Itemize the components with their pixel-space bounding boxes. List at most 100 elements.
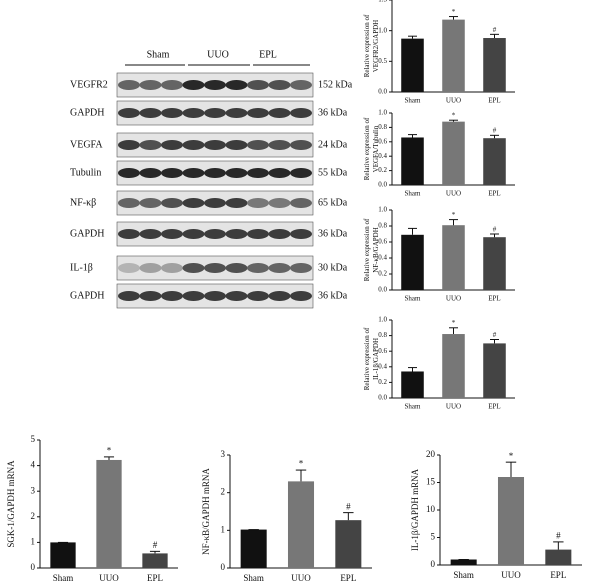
blot-row-label: Tubulin [70, 167, 101, 178]
y-tick-label: 1.0 [378, 316, 387, 324]
y-tick-label: 1.0 [378, 26, 387, 34]
y-tick-label: 0 [31, 562, 36, 572]
blot-band [182, 168, 205, 178]
significance-mark: # [153, 540, 158, 550]
bar [483, 138, 506, 185]
x-tick-label: UUO [446, 97, 461, 105]
significance-mark: * [107, 446, 112, 456]
blot-band [247, 108, 269, 118]
x-tick-label: EPL [340, 573, 356, 581]
bar [483, 343, 506, 398]
blot-band [268, 80, 291, 90]
blot-band [139, 80, 162, 90]
y-tick-label: 20 [426, 449, 436, 459]
blot-band [268, 291, 291, 301]
blot-band [225, 140, 248, 150]
blot-band [161, 140, 183, 150]
y-tick-label: 0.0 [378, 286, 387, 294]
x-tick-label: UUO [501, 570, 521, 580]
blot-band [139, 140, 162, 150]
x-tick-label: EPL [550, 570, 566, 580]
blot-size-label: 24 kDa [318, 139, 348, 150]
blot-band [247, 198, 269, 208]
blot-band [268, 168, 291, 178]
blot-band [118, 140, 140, 150]
y-tick-label: 0.2 [378, 378, 387, 386]
y-tick-label: 0.4 [378, 254, 387, 262]
blot-size-label: 36 kDa [318, 107, 348, 118]
blot-size-label: 36 kDa [318, 290, 348, 301]
y-tick-label: 0.0 [378, 88, 387, 96]
blot-band [161, 168, 183, 178]
bar [442, 121, 465, 185]
bar [96, 459, 122, 568]
blot-band [204, 108, 226, 118]
x-tick-label: Sham [405, 190, 422, 198]
y-tick-label: 4 [31, 460, 36, 470]
blot-band [247, 291, 269, 301]
x-tick-label: EPL [488, 295, 500, 303]
y-tick-label: 1.0 [378, 109, 387, 117]
x-tick-label: UUO [446, 295, 461, 303]
significance-mark: # [346, 501, 351, 511]
x-tick-label: EPL [147, 573, 163, 581]
blot-band [161, 198, 183, 208]
blot-band [204, 198, 226, 208]
blot-band [204, 263, 226, 273]
bar [442, 225, 465, 290]
y-axis-label: NF-κB/GAPDH [372, 227, 380, 273]
y-tick-label: 5 [431, 532, 436, 542]
y-tick-label: 2 [31, 511, 36, 521]
y-tick-label: 0.6 [378, 238, 387, 246]
blot-band [139, 168, 162, 178]
x-tick-label: UUO [99, 573, 119, 581]
y-axis-label: VEGFR2/GAPDH [372, 20, 380, 73]
x-tick-label: EPL [488, 190, 500, 198]
blot-band [204, 229, 226, 239]
y-tick-label: 0.2 [378, 166, 387, 174]
blot-band [139, 229, 162, 239]
y-tick-label: 0.4 [378, 362, 387, 370]
y-axis-label: Relative expression of [363, 218, 371, 281]
blot-band [290, 263, 312, 273]
significance-mark: # [493, 26, 497, 34]
blot-row-label: IL-1β [70, 262, 93, 273]
bar [401, 234, 424, 290]
blot-band [247, 229, 269, 239]
blot-band [118, 198, 140, 208]
y-tick-label: 1.5 [378, 0, 387, 4]
blot-band [290, 198, 312, 208]
blot-row-label: GAPDH [70, 228, 104, 239]
blot-band [204, 168, 226, 178]
blot-band [247, 80, 269, 90]
y-tick-label: 0.6 [378, 137, 387, 145]
blot-band [118, 229, 140, 239]
blot-band [139, 108, 162, 118]
blot-band [268, 108, 291, 118]
x-tick-label: Sham [243, 573, 264, 581]
significance-mark: # [493, 225, 497, 233]
y-tick-label: 3 [31, 485, 36, 495]
y-tick-label: 2 [221, 487, 226, 497]
bar [401, 137, 424, 185]
y-tick-label: 0.8 [378, 222, 387, 230]
blot-band [204, 291, 226, 301]
blot-size-label: 36 kDa [318, 228, 348, 239]
group-label: UUO [207, 49, 229, 60]
blot-band [182, 229, 205, 239]
y-axis-label: VEGFA/Tubulin [372, 125, 380, 172]
blot-band [118, 168, 140, 178]
blot-band [204, 140, 226, 150]
blot-size-label: 65 kDa [318, 197, 348, 208]
blot-band [247, 263, 269, 273]
y-tick-label: 0.4 [378, 152, 387, 160]
significance-mark: * [452, 112, 456, 120]
blot-band [290, 140, 312, 150]
x-tick-label: Sham [453, 570, 474, 580]
blot-band [290, 80, 312, 90]
blot-band [290, 108, 312, 118]
x-tick-label: UUO [291, 573, 311, 581]
bar [287, 481, 315, 568]
bar [545, 549, 572, 565]
